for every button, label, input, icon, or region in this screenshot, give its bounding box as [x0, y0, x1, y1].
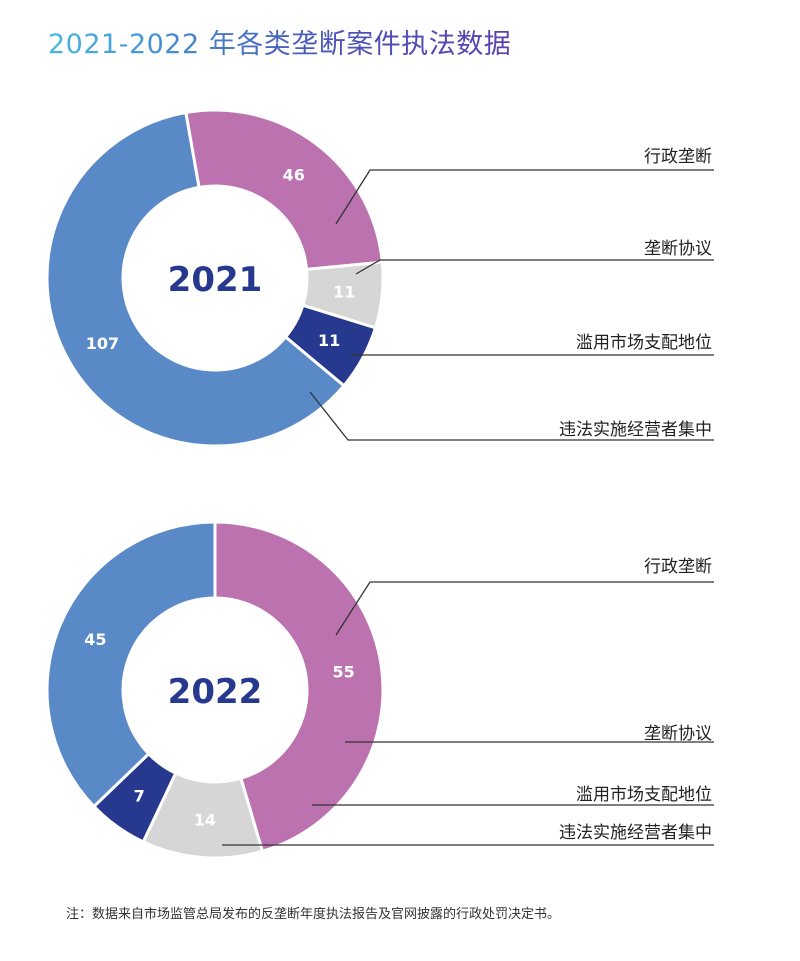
- legend-label-2021-4: 违法实施经营者集中: [559, 420, 712, 440]
- donut-chart-2021: 行政垄断垄断协议滥用市场支配地位违法实施经营者集中 46 11 11 107 2021: [0, 90, 800, 470]
- legend-label-2022-4: 违法实施经营者集中: [559, 823, 712, 843]
- leader-line-2021-4: [309, 391, 714, 441]
- donut-chart-2022: 行政垄断垄断协议滥用市场支配地位违法实施经营者集中 55 14 7 45 2022: [0, 505, 800, 875]
- value-label-2021-2: 11: [333, 282, 355, 301]
- slice-2022-1: [213, 520, 385, 854]
- center-title-2021: 2021: [168, 260, 263, 300]
- value-label-2022-2: 14: [194, 811, 216, 830]
- value-label-2022-1: 55: [333, 662, 355, 681]
- legend-label-2022-2: 垄断协议: [644, 724, 712, 744]
- slice-2021-4: [45, 110, 347, 448]
- legend-label-2021-1: 行政垄断: [644, 147, 712, 167]
- center-title-2022: 2022: [168, 672, 263, 712]
- leader-line-2022-1: [335, 581, 714, 636]
- value-label-2022-4: 45: [84, 630, 106, 649]
- leader-line-2021-2: [355, 259, 714, 275]
- value-label-2021-1: 46: [283, 166, 305, 185]
- legend-label-2021-3: 滥用市场支配地位: [576, 333, 712, 353]
- slice-2021-1: [184, 108, 384, 272]
- value-label-2022-3: 7: [134, 787, 145, 806]
- leader-line-2021-1: [335, 169, 714, 225]
- footnote: 注：数据来自市场监管总局发布的反垄断年度执法报告及官网披露的行政处罚决定书。: [66, 907, 561, 922]
- page-title: 2021-2022 年各类垄断案件执法数据: [48, 22, 511, 61]
- legend-label-2022-3: 滥用市场支配地位: [576, 785, 712, 805]
- legend-label-2021-2: 垄断协议: [644, 239, 712, 259]
- value-label-2021-4: 107: [86, 334, 119, 353]
- slice-2022-4: [45, 520, 217, 809]
- legend-label-2022-1: 行政垄断: [644, 557, 712, 577]
- value-label-2021-3: 11: [318, 331, 340, 350]
